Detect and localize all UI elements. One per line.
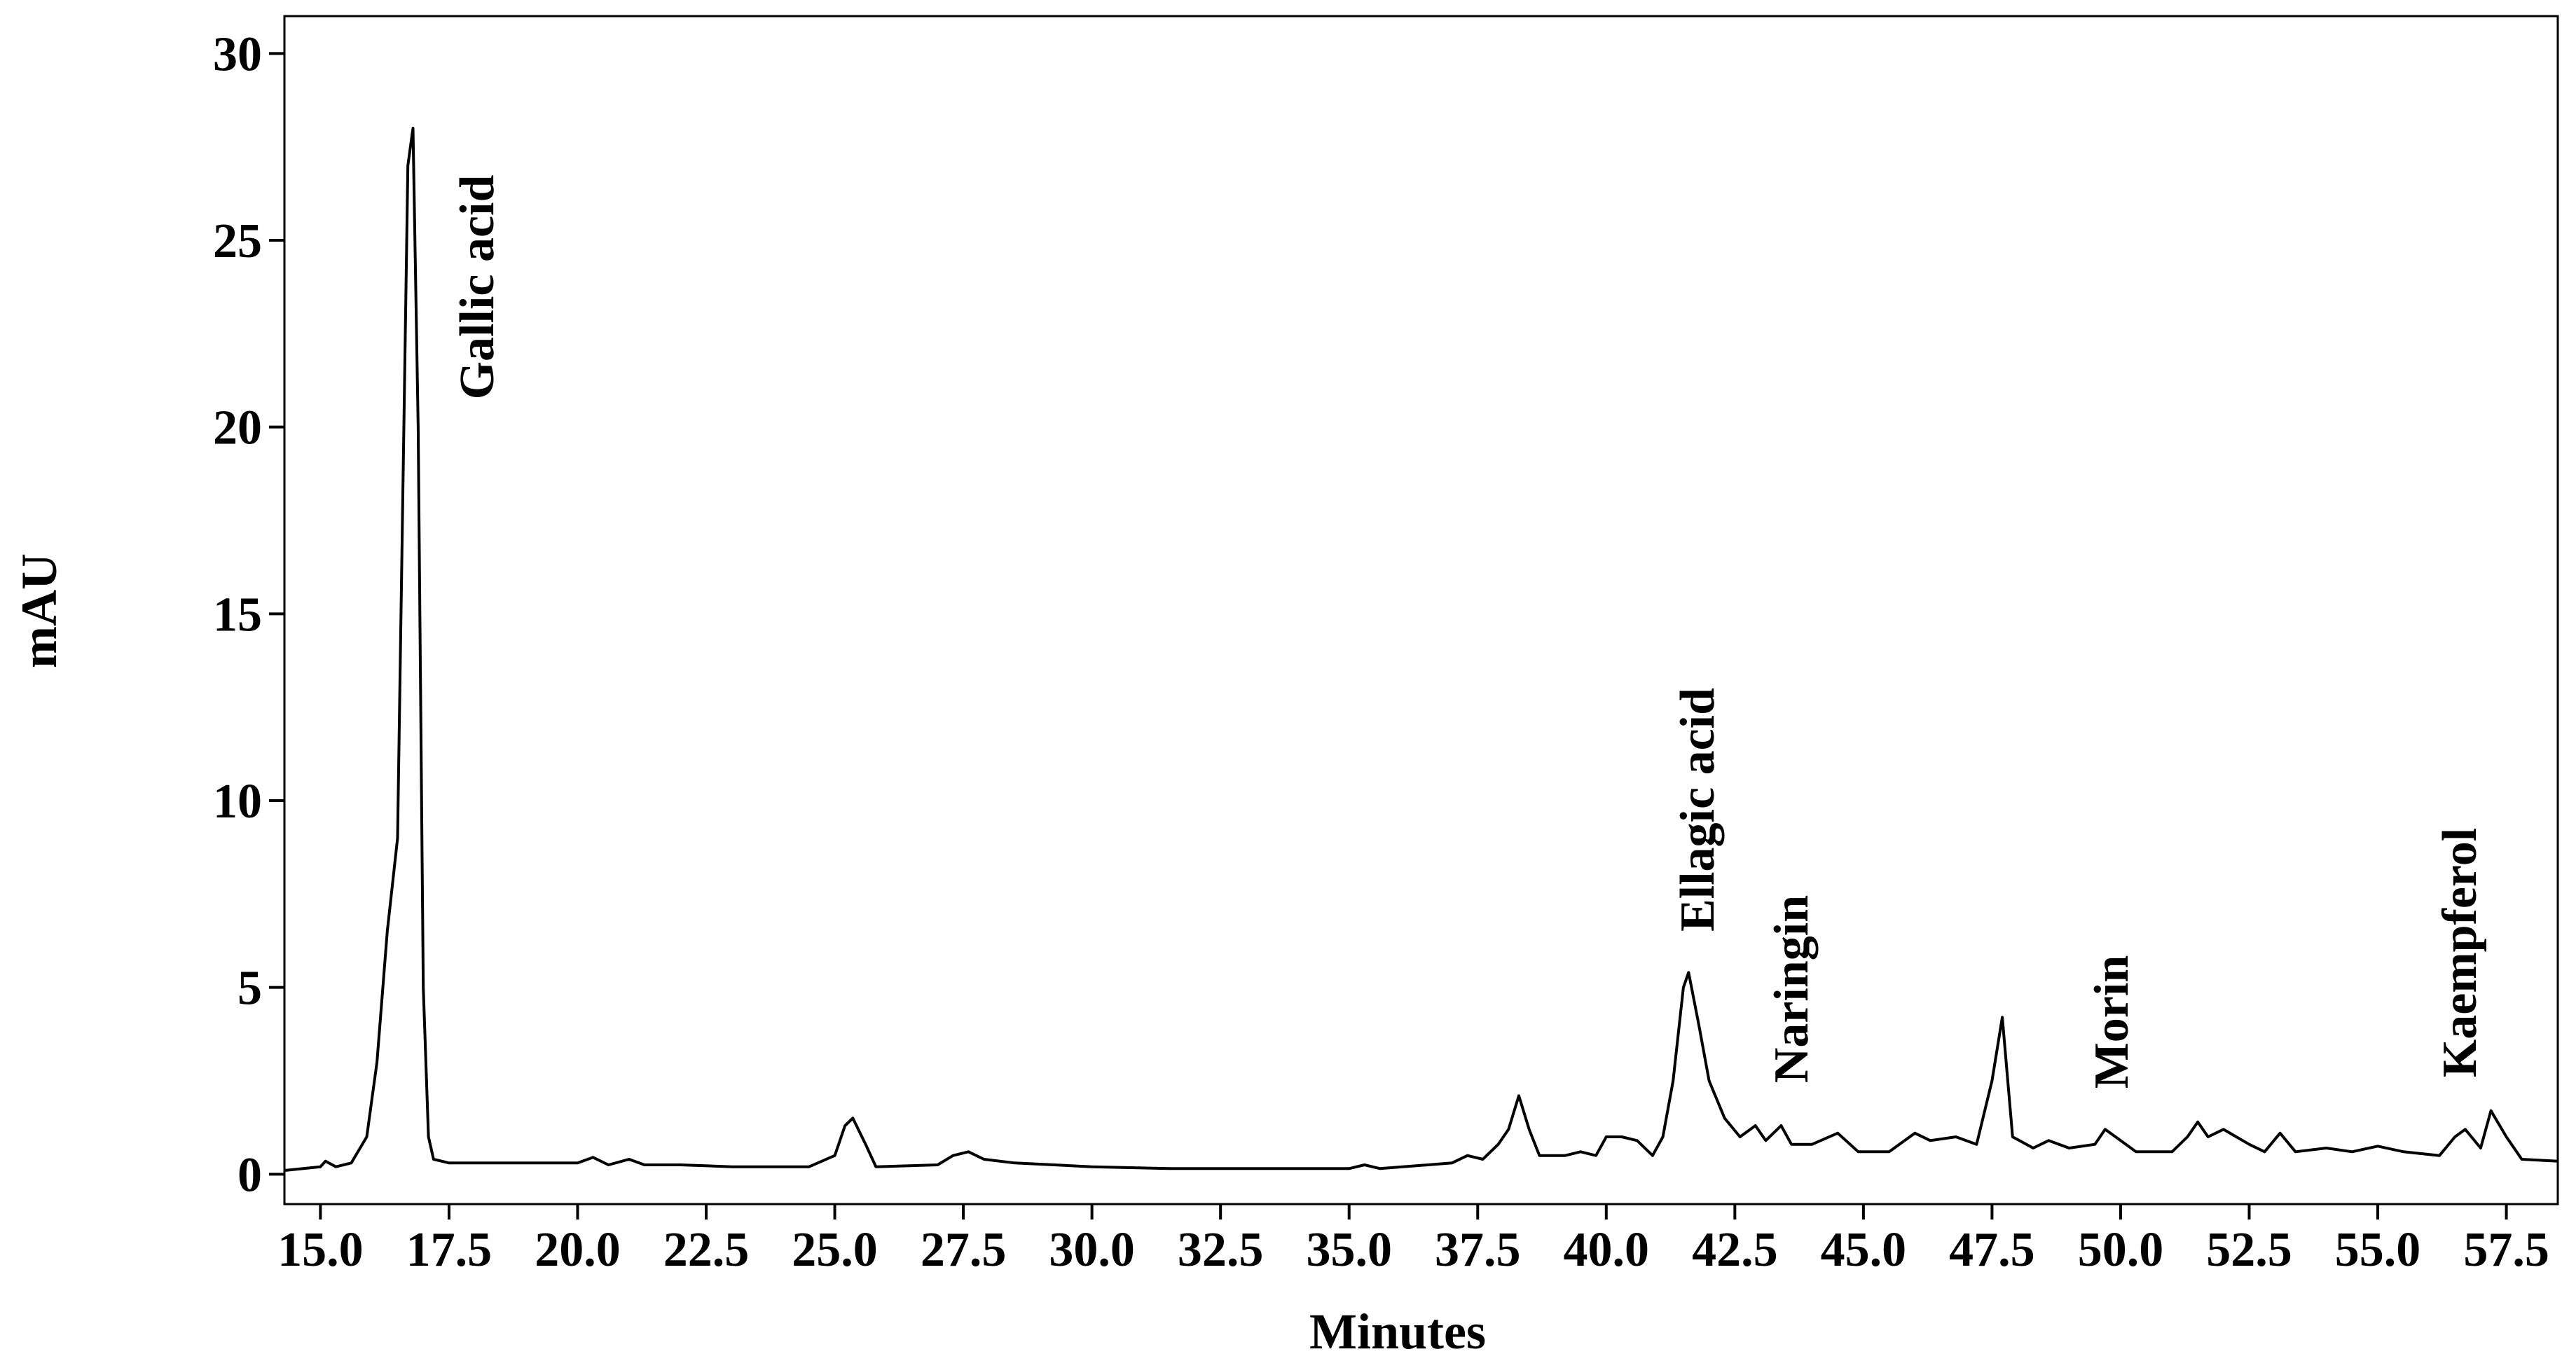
- x-tick-label: 57.5: [2463, 1223, 2549, 1277]
- peak-label: Morin: [2085, 955, 2139, 1089]
- y-tick-label: 0: [237, 1148, 262, 1202]
- y-tick-label: 15: [213, 588, 262, 642]
- peak-label: Gallic acid: [450, 175, 504, 400]
- chromatogram-line: [284, 127, 2558, 1172]
- y-axis-label: mAU: [11, 553, 67, 668]
- y-tick-label: 25: [213, 214, 262, 268]
- plot-frame: [283, 15, 2559, 1205]
- x-tick-label: 55.0: [2335, 1223, 2421, 1277]
- peak-label: Kaempferol: [2433, 828, 2487, 1077]
- peak-label: Naringin: [1765, 895, 1819, 1083]
- x-tick-label: 35.0: [1306, 1223, 1392, 1277]
- x-tick-label: 42.5: [1692, 1223, 1778, 1277]
- peak-label: Ellagic acid: [1671, 688, 1725, 932]
- x-tick-label: 50.0: [2078, 1223, 2164, 1277]
- y-tick-label: 10: [213, 775, 262, 829]
- x-tick-label: 25.0: [792, 1223, 878, 1277]
- x-tick-label: 17.5: [406, 1223, 493, 1277]
- y-tick-label: 30: [213, 27, 262, 81]
- x-tick-label: 40.0: [1564, 1223, 1650, 1277]
- x-tick-label: 20.0: [535, 1223, 621, 1277]
- x-tick-label: 52.5: [2206, 1223, 2292, 1277]
- x-tick-label: 32.5: [1178, 1223, 1264, 1277]
- x-tick-label: 22.5: [663, 1223, 750, 1277]
- x-tick-label: 45.0: [1821, 1223, 1907, 1277]
- y-tick-label: 5: [237, 962, 262, 1016]
- x-tick-label: 30.0: [1049, 1223, 1135, 1277]
- x-tick-label: 47.5: [1949, 1223, 2035, 1277]
- x-tick-label: 37.5: [1435, 1223, 1521, 1277]
- x-tick-label: 15.0: [277, 1223, 364, 1277]
- x-tick-label: 27.5: [921, 1223, 1007, 1277]
- y-tick-label: 20: [213, 401, 262, 455]
- x-axis-label: Minutes: [1309, 1304, 1486, 1360]
